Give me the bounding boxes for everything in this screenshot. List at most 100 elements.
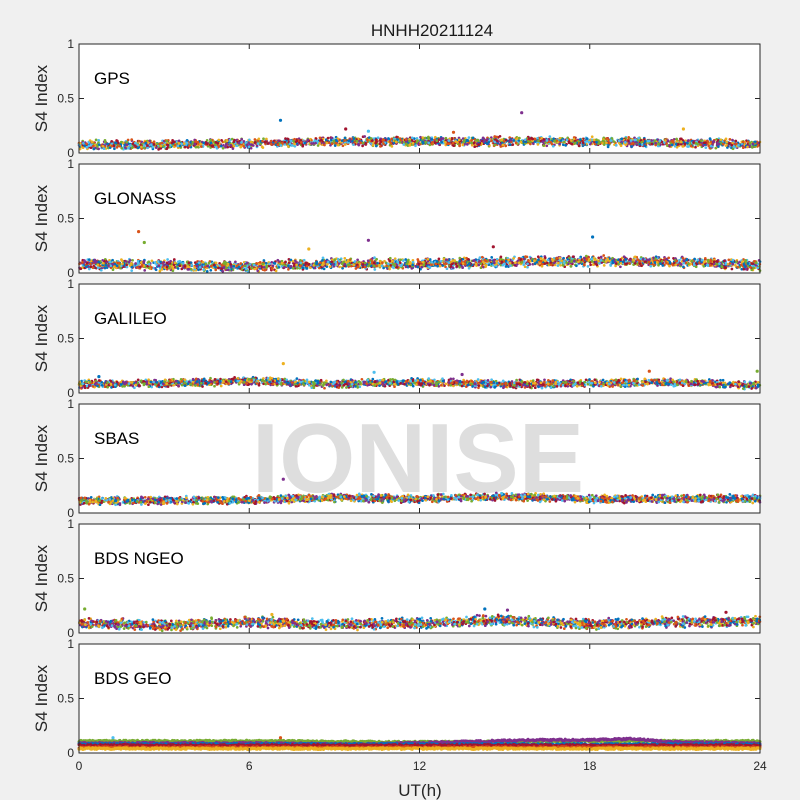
data-point (305, 261, 308, 265)
data-point (221, 269, 225, 273)
data-point (507, 258, 510, 262)
data-point (399, 258, 402, 262)
data-point (592, 138, 596, 142)
data-point (239, 262, 243, 265)
data-point (579, 138, 582, 141)
data-point (306, 138, 310, 142)
data-point (512, 139, 516, 142)
data-point (408, 265, 412, 268)
data-point (472, 141, 476, 144)
data-point (125, 143, 129, 147)
y-tick-label: 0.5 (57, 212, 74, 226)
data-point (341, 266, 344, 270)
data-point (668, 261, 672, 265)
data-point (591, 263, 595, 266)
data-point (319, 261, 322, 265)
data-point (565, 261, 569, 264)
data-point (514, 141, 518, 145)
data-point (94, 138, 98, 142)
data-point (495, 260, 499, 263)
data-point (754, 261, 758, 265)
data-point (533, 140, 537, 143)
data-point (326, 136, 330, 140)
data-point (295, 266, 299, 270)
data-point (99, 268, 103, 272)
data-point (210, 144, 214, 148)
data-point (217, 266, 220, 270)
data-point (624, 262, 628, 266)
data-point (209, 268, 213, 272)
data-point (178, 264, 182, 268)
data-point (110, 144, 114, 148)
data-point (748, 265, 752, 269)
data-point (194, 140, 197, 143)
data-point (473, 145, 477, 149)
data-point (157, 148, 160, 151)
data-point (130, 146, 134, 150)
data-point (162, 145, 165, 148)
data-point (511, 143, 515, 146)
data-point (385, 264, 388, 268)
data-point (461, 257, 465, 261)
data-point (721, 142, 725, 146)
data-point (328, 265, 332, 269)
data-point (276, 143, 280, 147)
data-point (321, 263, 324, 267)
data-point (157, 264, 161, 267)
data-point (280, 261, 284, 265)
data-point (176, 144, 180, 148)
data-point (198, 266, 202, 269)
data-point (660, 259, 664, 263)
data-point (341, 144, 345, 148)
data-point (740, 263, 743, 267)
data-point (687, 262, 690, 266)
data-point (292, 139, 296, 143)
data-point (508, 261, 512, 265)
data-point (107, 264, 110, 267)
data-point (120, 146, 124, 150)
data-point (177, 139, 181, 143)
y-tick-label: 1 (67, 157, 74, 171)
data-point (709, 264, 712, 267)
data-point (176, 267, 180, 270)
data-point (451, 262, 454, 266)
outlier-point (278, 118, 283, 122)
data-point (430, 263, 433, 267)
data-point (299, 258, 302, 262)
data-point (585, 258, 589, 261)
data-point (404, 258, 408, 261)
data-point (451, 259, 455, 262)
data-point (183, 145, 187, 149)
data-point (160, 141, 164, 145)
data-point (266, 142, 270, 145)
data-point (172, 258, 176, 261)
data-point (539, 257, 543, 260)
data-point (140, 264, 144, 267)
data-point (222, 262, 226, 265)
data-point (244, 267, 248, 271)
data-point (261, 262, 265, 266)
data-point (444, 141, 447, 144)
data-point (708, 137, 712, 140)
data-point (602, 254, 606, 257)
data-point (326, 260, 330, 264)
data-point (458, 259, 462, 263)
data-point (650, 139, 653, 142)
data-point (92, 147, 96, 151)
data-point (271, 264, 275, 268)
data-point (564, 144, 568, 147)
data-point (482, 140, 486, 144)
data-point (499, 255, 503, 259)
data-point (746, 145, 749, 149)
data-point (672, 141, 675, 144)
data-point (465, 143, 469, 146)
data-point (724, 262, 728, 266)
data-point (703, 257, 707, 260)
data-point (286, 264, 290, 268)
data-point (268, 262, 271, 266)
data-point (263, 140, 267, 144)
data-point (422, 263, 426, 267)
data-point (290, 144, 294, 147)
data-point (131, 258, 134, 262)
data-point (650, 142, 654, 146)
